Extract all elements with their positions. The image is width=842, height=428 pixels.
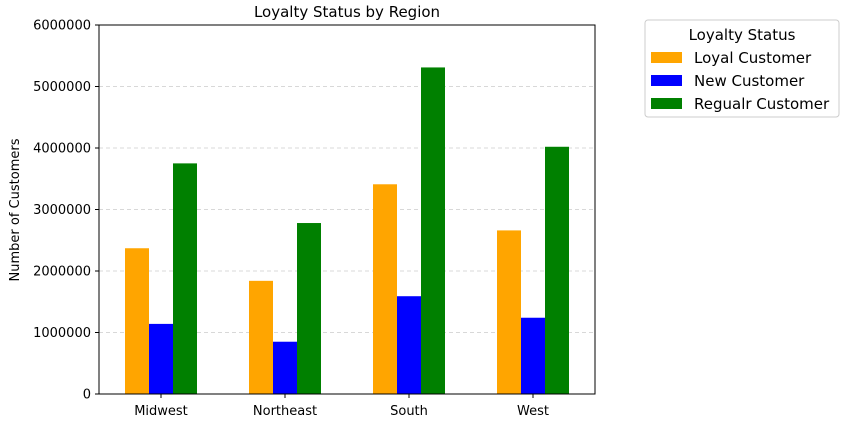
legend-title: Loyalty Status [689, 26, 796, 44]
legend-swatch [651, 98, 682, 109]
bar-new-customer-south [397, 296, 421, 394]
x-axis: Midwest Northeast South West [134, 394, 549, 419]
y-tick-label: 6000000 [33, 19, 91, 34]
x-tick-label: Midwest [134, 404, 188, 419]
x-tick-label: South [390, 404, 428, 419]
legend-swatch [651, 75, 682, 86]
legend-frame [644, 19, 840, 118]
bar-loyal-customer-west [497, 230, 521, 394]
y-tick-label: 2000000 [33, 265, 91, 280]
legend-items: Loyal Customer New Customer Regualr Custom… [651, 49, 830, 113]
legend-label: Regualr Customer [694, 95, 830, 113]
y-tick-label: 1000000 [33, 326, 91, 341]
bar-regualr-customer-south [421, 67, 445, 394]
bar-loyal-customer-midwest [125, 248, 149, 394]
y-axis: 0 1000000 2000000 3000000 4000000 5000000 6000… [33, 19, 99, 403]
bar-regualr-customer-midwest [173, 163, 197, 394]
y-tick-label: 3000000 [33, 203, 91, 218]
x-tick-label: West [517, 404, 549, 419]
bar-new-customer-west [521, 317, 545, 394]
bar-new-customer-midwest [149, 323, 173, 394]
legend-swatch [651, 52, 682, 63]
bar-loyal-customer-south [373, 184, 397, 394]
x-tick-label: Northeast [253, 404, 317, 419]
y-tick-label: 0 [83, 388, 91, 403]
y-tick-label: 4000000 [33, 142, 91, 157]
chart-title: Loyalty Status by Region [254, 3, 440, 21]
bars [125, 67, 569, 394]
legend: Loyalty Status Loyal Customer New Custome… [644, 19, 840, 118]
y-axis-label: Number of Customers [8, 138, 23, 281]
bar-regualr-customer-northeast [297, 223, 321, 394]
bar-loyal-customer-northeast [249, 280, 273, 394]
bar-regualr-customer-west [545, 146, 569, 394]
legend-label: New Customer [694, 72, 805, 90]
bar-new-customer-northeast [273, 341, 297, 394]
legend-label: Loyal Customer [694, 49, 812, 67]
y-tick-label: 5000000 [33, 80, 91, 95]
